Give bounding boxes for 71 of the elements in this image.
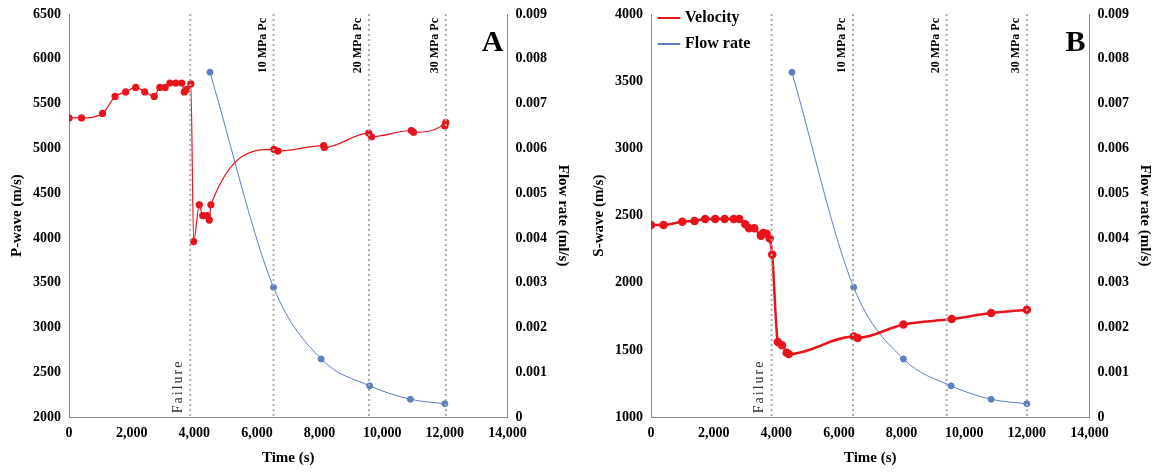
x-tick-label: 0 <box>647 425 655 441</box>
y2-tick-label: 0.004 <box>1097 229 1129 245</box>
y2-tick-label: 0 <box>515 408 523 424</box>
y-tick-label: 1000 <box>615 408 643 424</box>
y2-tick-label: 0.007 <box>515 95 547 111</box>
y-axis-title: P-wave (m/s) <box>7 174 25 258</box>
x-axis-title: Time (s) <box>261 448 315 466</box>
y-tick-label: 6500 <box>33 5 61 21</box>
y-tick-label: 5500 <box>33 95 61 111</box>
y-tick-label: 2500 <box>615 207 643 223</box>
y2-tick-label: 0.009 <box>1097 5 1129 21</box>
y-tick-label: 5000 <box>33 140 61 156</box>
y2-tick-label: 0.003 <box>515 274 547 290</box>
x-axis-title: Time (s) <box>843 448 897 466</box>
y2-tick-label: 0.006 <box>1097 140 1129 156</box>
y2-tick-label: 0.008 <box>1097 50 1129 66</box>
y2-tick-label: 0.003 <box>1097 274 1129 290</box>
y2-tick-label: 0.002 <box>1097 319 1129 335</box>
y2-tick-label: 0.004 <box>515 229 547 245</box>
y-tick-label: 4000 <box>615 5 643 21</box>
y2-tick-label: 0.001 <box>515 364 547 380</box>
y2-tick-label: 0.008 <box>515 50 547 66</box>
y2-tick-label: 0 <box>1097 408 1105 424</box>
ref-line-label: 30 MPa Pc <box>426 17 441 74</box>
x-tick-label: 4,000 <box>760 425 793 441</box>
x-tick-label: 4,000 <box>178 425 211 441</box>
x-tick-label: 6,000 <box>823 425 855 441</box>
y2-tick-label: 0.005 <box>515 184 547 200</box>
y-tick-label: 2000 <box>615 274 643 290</box>
ref-line-label: 20 MPa Pc <box>350 17 365 74</box>
y-tick-label: 4500 <box>33 184 61 200</box>
x-tick-label: 6,000 <box>241 425 273 441</box>
x-tick-label: 12,000 <box>1007 425 1047 441</box>
y2-tick-label: 0.002 <box>515 319 547 335</box>
y2-axis-title: Flow rate (ml/s) <box>555 164 573 267</box>
x-tick-label: 14,000 <box>488 425 527 441</box>
y-tick-label: 1500 <box>615 341 643 357</box>
y-tick-label: 2000 <box>33 408 61 424</box>
y-tick-label: 3000 <box>33 319 61 335</box>
legend-label: Flow rate <box>685 34 751 52</box>
y2-tick-label: 0.007 <box>1097 95 1129 111</box>
y-tick-label: 3500 <box>615 72 643 88</box>
x-tick-label: 2,000 <box>697 425 730 441</box>
y-tick-label: 3000 <box>615 140 643 156</box>
x-tick-label: 0 <box>65 425 73 441</box>
x-tick-label: 14,000 <box>1070 425 1109 441</box>
annotation: B <box>1065 23 1086 57</box>
y2-axis-title: Flow rate (ml/s) <box>1137 164 1155 267</box>
ref-line-label: Failure <box>751 359 767 414</box>
x-tick-label: 10,000 <box>362 425 402 441</box>
y2-tick-label: 0.006 <box>515 140 547 156</box>
y-tick-label: 4000 <box>33 229 61 245</box>
y-tick-label: 2500 <box>33 364 61 380</box>
y-axis-title: S-wave (m/s) <box>589 174 607 257</box>
y-tick-label: 6000 <box>33 50 61 66</box>
ref-line-label: 20 MPa Pc <box>927 17 942 74</box>
x-tick-label: 2,000 <box>115 425 148 441</box>
x-tick-label: 8,000 <box>885 425 918 441</box>
ref-line-label: Failure <box>169 359 185 414</box>
y2-tick-label: 0.009 <box>515 5 547 21</box>
x-tick-label: 12,000 <box>425 425 465 441</box>
annotation: A <box>481 23 504 57</box>
ref-line-label: 10 MPa Pc <box>254 17 269 74</box>
y-tick-label: 3500 <box>33 274 61 290</box>
y2-tick-label: 0.005 <box>1097 184 1129 200</box>
x-tick-label: 10,000 <box>944 425 984 441</box>
y2-tick-label: 0.001 <box>1097 364 1129 380</box>
legend-label: Velocity <box>685 8 740 27</box>
ref-line-label: 10 MPa Pc <box>834 17 849 74</box>
x-tick-label: 8,000 <box>303 425 336 441</box>
ref-line-label: 30 MPa Pc <box>1007 17 1022 74</box>
